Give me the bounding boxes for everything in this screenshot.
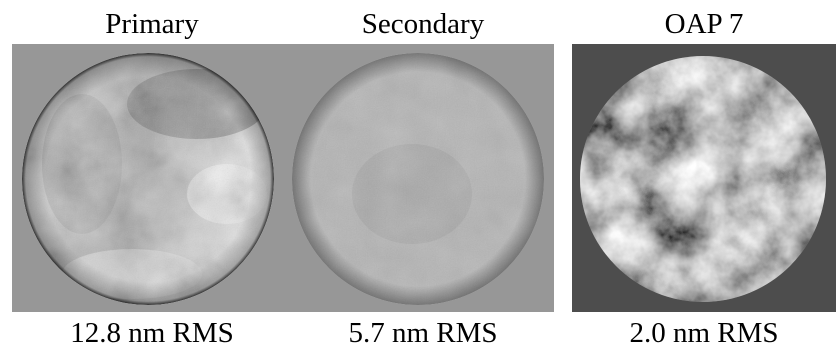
oap7-title: OAP 7	[664, 8, 744, 40]
primary-title: Primary	[105, 8, 199, 40]
secondary-rms-label: 5.7 nm RMS	[348, 317, 498, 349]
oap7-surface-map	[580, 56, 826, 302]
oap7-panel	[572, 44, 836, 312]
oap7-map	[572, 44, 836, 312]
primary-rms-label: 12.8 nm RMS	[70, 317, 234, 349]
primary-secondary-maps	[12, 44, 554, 312]
primary-secondary-panel	[12, 44, 554, 312]
primary-surface-map	[22, 53, 274, 305]
secondary-title: Secondary	[361, 8, 485, 40]
secondary-surface-map	[292, 53, 544, 305]
oap7-rms-label: 2.0 nm RMS	[629, 317, 779, 349]
